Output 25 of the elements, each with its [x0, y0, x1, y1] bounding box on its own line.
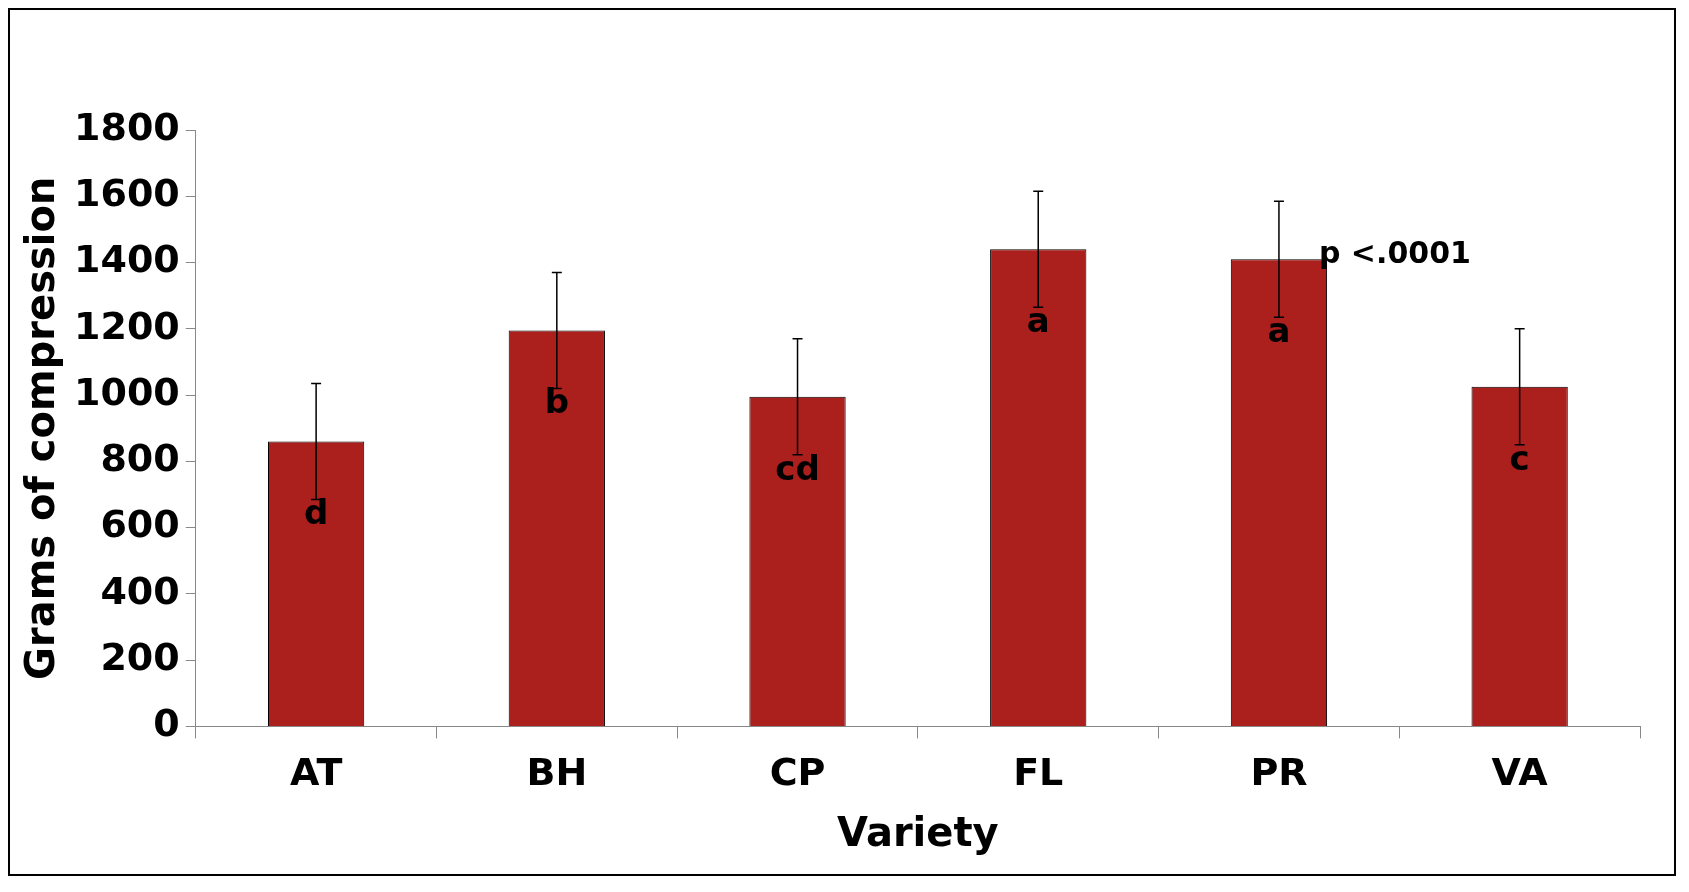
- y-tick-label: 800: [100, 436, 180, 481]
- x-tick-label: CP: [769, 750, 826, 795]
- y-tick-label: 400: [100, 568, 180, 613]
- y-tick-label: 1800: [74, 104, 180, 149]
- y-tick-label: 200: [100, 635, 180, 680]
- annotation: b: [544, 381, 569, 422]
- x-tick-label: BH: [526, 750, 588, 795]
- x-tick-label: AT: [289, 750, 343, 795]
- y-tick-label: 600: [100, 502, 180, 547]
- annotation: c: [1509, 437, 1530, 478]
- x-tick-label: VA: [1491, 750, 1549, 795]
- y-tick-label: 1200: [74, 303, 180, 348]
- y-tick-label: 1400: [74, 237, 180, 282]
- annotation: d: [303, 492, 329, 533]
- y-axis-title: Grams of compression: [17, 176, 64, 680]
- annotation: a: [1026, 300, 1050, 341]
- x-axis-title: Variety: [837, 809, 999, 856]
- y-tick-label: 0: [153, 701, 180, 746]
- annotation: cd: [775, 447, 820, 488]
- y-tick-label: 1600: [74, 171, 180, 216]
- x-tick-label: FL: [1013, 750, 1064, 795]
- annotation: a: [1267, 310, 1291, 351]
- x-tick-label: PR: [1250, 750, 1308, 795]
- annotation: p <.0001: [1318, 234, 1471, 270]
- y-tick-label: 1000: [74, 369, 180, 414]
